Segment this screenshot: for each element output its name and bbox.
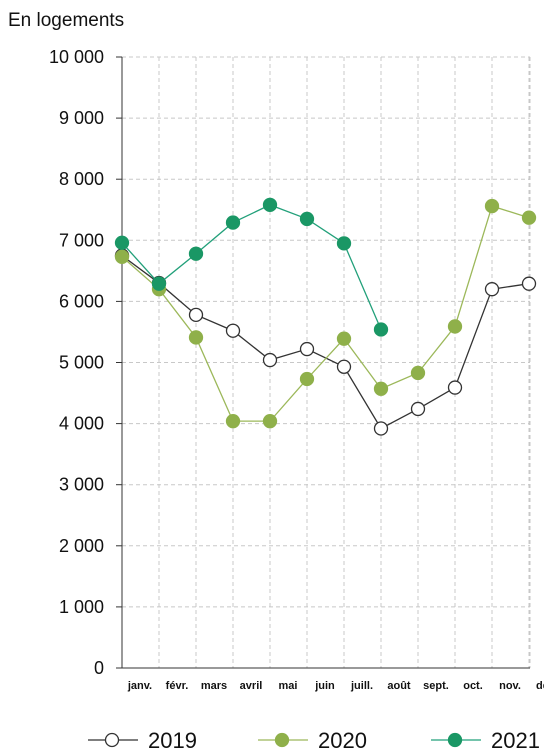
data-point-2019 bbox=[521, 276, 537, 291]
data-point-2020 bbox=[521, 210, 537, 225]
x-tick-label: oct. bbox=[463, 680, 483, 692]
data-point-2021 bbox=[114, 235, 130, 250]
x-tick-label: mars bbox=[201, 680, 227, 692]
data-point-2019 bbox=[336, 359, 352, 374]
data-point-2020 bbox=[299, 371, 315, 387]
y-tick-label: 5 000 bbox=[59, 353, 104, 373]
y-tick-label: 3 000 bbox=[59, 475, 104, 495]
data-point-2021 bbox=[373, 322, 389, 337]
y-tick-label: 7 000 bbox=[59, 230, 104, 250]
data-point-2019 bbox=[188, 307, 204, 322]
x-tick-label: août bbox=[387, 680, 411, 692]
data-point-2021 bbox=[188, 246, 204, 261]
data-point-2019 bbox=[262, 352, 278, 368]
data-point-2021 bbox=[336, 236, 352, 251]
x-tick-label: mai bbox=[279, 680, 298, 692]
axis-layer: 0 1 000 2 000 3 000 4 000 5 000 6 000 7 000 8 00… bbox=[49, 47, 544, 692]
x-tick-label: nov. bbox=[499, 680, 521, 692]
series-layer bbox=[114, 197, 537, 436]
data-point-2019 bbox=[225, 323, 241, 338]
grid-layer bbox=[122, 56, 531, 668]
x-tick-label: juill. bbox=[350, 680, 373, 692]
data-point-2019 bbox=[373, 421, 389, 436]
y-tick-label: 6 000 bbox=[59, 291, 104, 311]
legend: 2019 2020 2021 bbox=[88, 728, 540, 753]
data-point-2021 bbox=[225, 215, 241, 230]
series-2020 bbox=[114, 198, 537, 429]
series-2021 bbox=[114, 197, 389, 337]
legend-item-2021: 2021 bbox=[431, 728, 540, 753]
legend-item-2019: 2019 bbox=[88, 728, 197, 753]
y-tick-label: 8 000 bbox=[59, 169, 104, 189]
y-tick-label: 9 000 bbox=[59, 108, 104, 128]
legend-marker bbox=[274, 732, 290, 748]
data-point-2020 bbox=[225, 414, 241, 429]
data-point-2020 bbox=[373, 381, 389, 396]
legend-label: 2020 bbox=[318, 728, 367, 753]
x-tick-label: déc. bbox=[536, 680, 544, 692]
data-point-2019 bbox=[410, 401, 426, 417]
series-line-2020 bbox=[121, 205, 530, 422]
x-tick-label: sept. bbox=[423, 680, 449, 692]
legend-marker bbox=[104, 732, 120, 748]
data-point-2020 bbox=[447, 319, 463, 334]
x-tick-label: févr. bbox=[166, 680, 189, 692]
unit-label: En logements bbox=[8, 10, 125, 31]
data-point-2019 bbox=[299, 341, 315, 357]
legend-item-2020: 2020 bbox=[258, 728, 367, 753]
series-2019 bbox=[114, 248, 537, 436]
x-tick-label: avril bbox=[240, 680, 263, 692]
data-point-2020 bbox=[336, 331, 352, 346]
y-tick-label: 10 000 bbox=[49, 47, 104, 67]
legend-marker bbox=[447, 732, 463, 748]
data-point-2020 bbox=[114, 249, 130, 264]
series-line-2019 bbox=[121, 255, 530, 430]
x-tick-label: juin bbox=[314, 680, 335, 692]
data-point-2021 bbox=[151, 276, 167, 291]
legend-label: 2021 bbox=[491, 728, 540, 753]
legend-label: 2019 bbox=[148, 728, 197, 753]
y-tick-label: 1 000 bbox=[59, 597, 104, 617]
data-point-2020 bbox=[410, 365, 426, 381]
data-point-2021 bbox=[262, 197, 278, 213]
y-tick-label: 2 000 bbox=[59, 536, 104, 556]
series-line-2021 bbox=[121, 204, 382, 330]
data-point-2019 bbox=[447, 380, 463, 395]
y-tick-label: 4 000 bbox=[59, 414, 104, 434]
data-point-2020 bbox=[262, 414, 278, 429]
data-point-2020 bbox=[484, 198, 500, 214]
data-point-2021 bbox=[299, 211, 315, 227]
y-tick-label: 0 bbox=[94, 658, 104, 678]
data-point-2019 bbox=[484, 282, 500, 297]
data-point-2020 bbox=[188, 330, 204, 345]
x-tick-label: janv. bbox=[127, 680, 152, 692]
